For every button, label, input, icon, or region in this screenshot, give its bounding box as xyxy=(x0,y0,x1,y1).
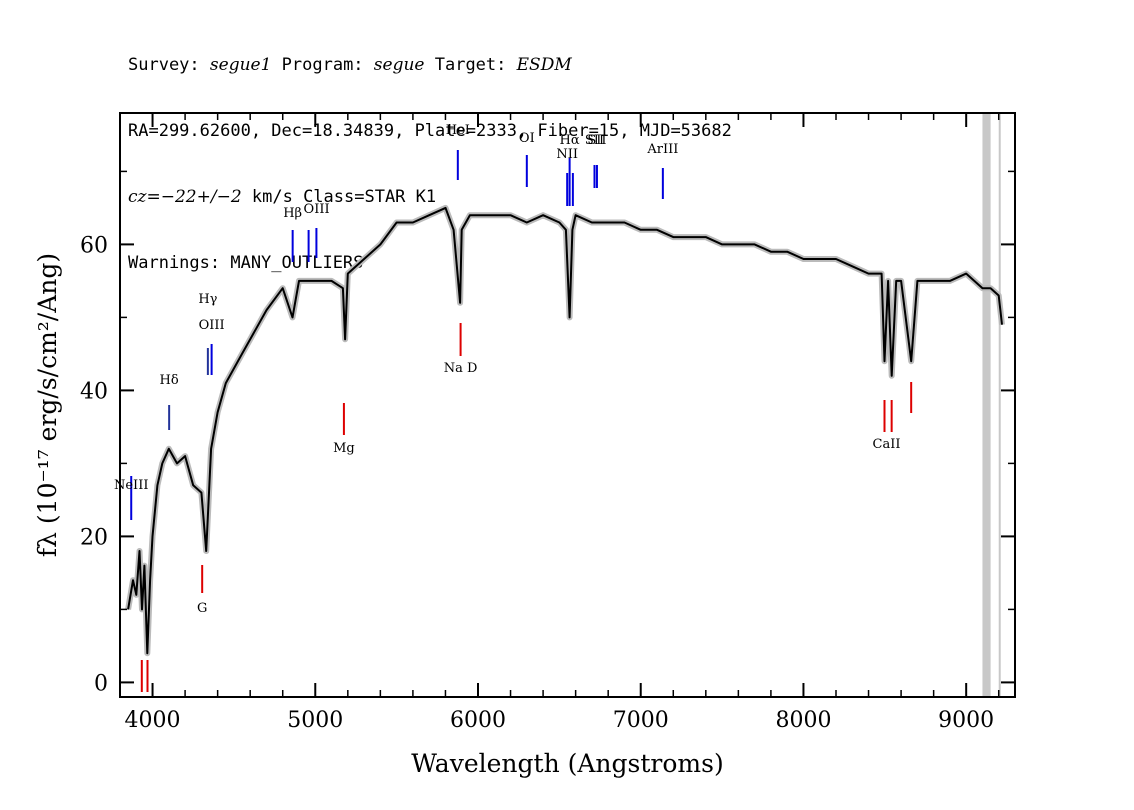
header-line-4: Warnings: MANY_OUTLIERS xyxy=(128,253,364,273)
x-tick-label: 7000 xyxy=(613,708,669,733)
masked-region xyxy=(982,113,991,697)
spectrum-line xyxy=(127,206,1003,655)
cz-value: −22+/−2 xyxy=(160,187,242,207)
emission-line-label: HeI xyxy=(446,123,470,138)
target-value: ESDM xyxy=(516,55,572,75)
plot-header: Survey: segue1 Program: segue Target: ES… xyxy=(128,10,732,296)
x-axis-label: Wavelength (Angstroms) xyxy=(411,749,723,778)
y-tick-label: 20 xyxy=(80,525,108,550)
emission-line-label: OI xyxy=(519,131,535,146)
emission-line-label: Hγ xyxy=(198,292,217,307)
header-line-1: Survey: segue1 Program: segue Target: ES… xyxy=(128,54,732,76)
survey-label: Survey: xyxy=(128,55,200,75)
survey-value: segue1 xyxy=(209,55,272,75)
masked-region xyxy=(998,113,1001,697)
program-value: segue xyxy=(373,55,425,75)
absorption-line-label: CaII xyxy=(873,437,901,452)
emission-line-label: Hβ xyxy=(283,206,302,221)
cz-prefix: cz= xyxy=(128,187,161,207)
header-line-3: cz=−22+/−2 km/s Class=STAR K1 xyxy=(128,186,732,208)
axis-ticks: 4000 5000 6000 7000 8000 9000 0 20 40 60 xyxy=(80,113,1015,733)
emission-line-label: OIII xyxy=(304,202,330,217)
y-tick-label: 60 xyxy=(80,233,108,258)
emission-line-label: Hα xyxy=(560,133,580,148)
target-label: Target: xyxy=(434,55,507,75)
x-tick-label: 5000 xyxy=(287,708,343,733)
cz-suffix: km/s Class=STAR K1 xyxy=(241,187,437,207)
emission-line-label: Hδ xyxy=(160,373,179,388)
x-tick-label: 6000 xyxy=(450,708,506,733)
plot-frame xyxy=(119,112,1016,698)
emission-line-label: OIII xyxy=(199,318,225,333)
y-tick-label: 0 xyxy=(94,671,108,696)
absorption-line-label: Na D xyxy=(444,361,478,376)
emission-line-label: SII xyxy=(585,133,604,148)
y-tick-label: 40 xyxy=(80,379,108,404)
spectrum-series xyxy=(127,206,1003,655)
x-tick-label: 9000 xyxy=(938,708,994,733)
masked-regions xyxy=(982,113,1001,697)
absorption-line-label: Mg xyxy=(333,441,355,456)
error-band-line xyxy=(125,204,1005,657)
emission-line-label: NII xyxy=(556,147,578,162)
error-band xyxy=(125,204,1005,657)
x-tick-label: 8000 xyxy=(775,708,831,733)
header-line-2: RA=299.62600, Dec=18.34839, Plate=2333, … xyxy=(128,121,732,141)
absorption-line-label: G xyxy=(197,601,207,616)
program-label: Program: xyxy=(281,55,364,75)
emission-line-label: NeIII xyxy=(114,478,148,493)
x-tick-label: 4000 xyxy=(125,708,181,733)
y-axis-label: fλ (10⁻¹⁷ erg/s/cm²/Ang) xyxy=(33,253,62,557)
emission-line-label: SII xyxy=(587,133,606,148)
emission-line-label: ArIII xyxy=(646,142,678,157)
